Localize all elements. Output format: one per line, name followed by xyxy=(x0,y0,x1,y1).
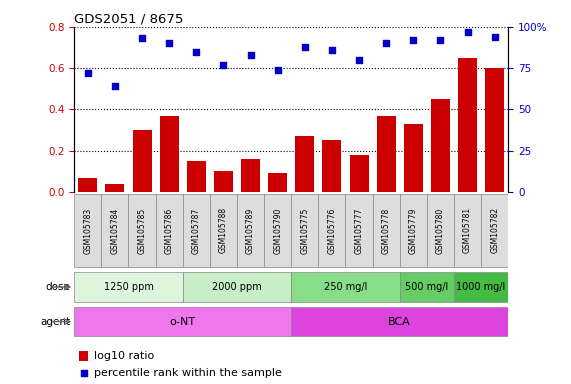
Point xyxy=(355,57,364,63)
Text: log10 ratio: log10 ratio xyxy=(94,351,154,361)
Text: GDS2051 / 8675: GDS2051 / 8675 xyxy=(74,13,184,26)
Text: GSM105777: GSM105777 xyxy=(355,207,364,253)
FancyBboxPatch shape xyxy=(454,272,508,302)
FancyBboxPatch shape xyxy=(481,194,508,267)
Text: dose: dose xyxy=(45,282,70,292)
Point xyxy=(300,44,309,50)
Text: GSM105776: GSM105776 xyxy=(327,207,336,253)
Bar xyxy=(187,161,206,192)
Bar xyxy=(485,68,504,192)
FancyBboxPatch shape xyxy=(400,194,427,267)
Text: 1250 ppm: 1250 ppm xyxy=(103,282,154,292)
Point xyxy=(409,37,418,43)
Point xyxy=(246,52,255,58)
FancyBboxPatch shape xyxy=(291,194,319,267)
FancyBboxPatch shape xyxy=(400,272,454,302)
Text: GSM105780: GSM105780 xyxy=(436,207,445,253)
FancyBboxPatch shape xyxy=(264,194,291,267)
Point xyxy=(83,70,93,76)
FancyBboxPatch shape xyxy=(319,194,345,267)
Bar xyxy=(431,99,450,192)
Text: GSM105781: GSM105781 xyxy=(463,207,472,253)
Text: GSM105775: GSM105775 xyxy=(300,207,309,253)
Point xyxy=(110,83,119,89)
Text: GSM105783: GSM105783 xyxy=(83,207,93,253)
Text: 500 mg/l: 500 mg/l xyxy=(405,282,448,292)
Point xyxy=(164,40,174,46)
Text: GSM105788: GSM105788 xyxy=(219,207,228,253)
Bar xyxy=(268,174,287,192)
FancyBboxPatch shape xyxy=(291,272,400,302)
FancyBboxPatch shape xyxy=(291,307,508,336)
Text: agent: agent xyxy=(40,316,70,327)
FancyBboxPatch shape xyxy=(74,194,102,267)
Point xyxy=(219,62,228,68)
FancyBboxPatch shape xyxy=(183,194,210,267)
Bar xyxy=(323,141,341,192)
Bar xyxy=(458,58,477,192)
Text: 1000 mg/l: 1000 mg/l xyxy=(456,282,506,292)
FancyBboxPatch shape xyxy=(345,194,372,267)
Bar xyxy=(106,184,124,192)
Bar xyxy=(295,136,314,192)
Bar xyxy=(377,116,396,192)
FancyBboxPatch shape xyxy=(155,194,183,267)
Bar xyxy=(79,351,88,361)
Text: BCA: BCA xyxy=(388,316,411,327)
Text: GSM105787: GSM105787 xyxy=(192,207,201,253)
Bar xyxy=(160,116,179,192)
Point xyxy=(192,49,201,55)
Point xyxy=(463,29,472,35)
Text: percentile rank within the sample: percentile rank within the sample xyxy=(94,368,282,378)
Point xyxy=(490,34,499,40)
Text: GSM105784: GSM105784 xyxy=(110,207,119,253)
Text: GSM105789: GSM105789 xyxy=(246,207,255,253)
FancyBboxPatch shape xyxy=(183,272,291,302)
FancyBboxPatch shape xyxy=(427,194,454,267)
Text: GSM105785: GSM105785 xyxy=(138,207,147,253)
Text: GSM105782: GSM105782 xyxy=(490,207,499,253)
Point xyxy=(327,47,336,53)
Text: GSM105790: GSM105790 xyxy=(273,207,282,253)
Point xyxy=(436,37,445,43)
Bar xyxy=(241,159,260,192)
Bar xyxy=(132,130,151,192)
Text: GSM105786: GSM105786 xyxy=(164,207,174,253)
Point xyxy=(79,370,89,376)
Text: GSM105778: GSM105778 xyxy=(381,207,391,253)
Text: GSM105779: GSM105779 xyxy=(409,207,418,253)
FancyBboxPatch shape xyxy=(102,194,128,267)
FancyBboxPatch shape xyxy=(74,307,291,336)
Point xyxy=(273,67,282,73)
FancyBboxPatch shape xyxy=(454,194,481,267)
Text: o-NT: o-NT xyxy=(170,316,196,327)
FancyBboxPatch shape xyxy=(128,194,155,267)
FancyBboxPatch shape xyxy=(210,194,237,267)
Text: 2000 ppm: 2000 ppm xyxy=(212,282,262,292)
FancyBboxPatch shape xyxy=(74,272,183,302)
Bar xyxy=(349,155,368,192)
Text: 250 mg/l: 250 mg/l xyxy=(324,282,367,292)
Point xyxy=(381,40,391,46)
Bar xyxy=(404,124,423,192)
Point xyxy=(138,35,147,41)
FancyBboxPatch shape xyxy=(372,194,400,267)
Bar xyxy=(214,171,233,192)
Bar xyxy=(78,177,97,192)
FancyBboxPatch shape xyxy=(237,194,264,267)
